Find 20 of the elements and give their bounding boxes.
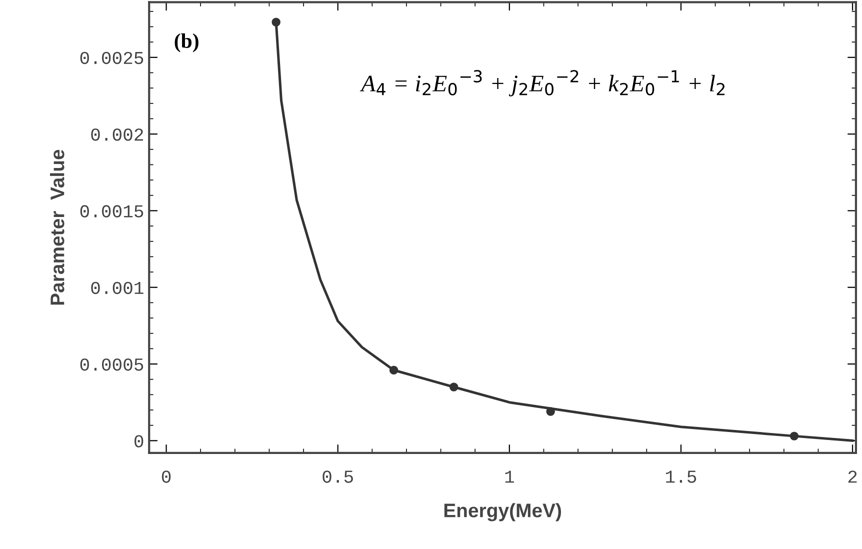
point bbox=[790, 432, 799, 440]
point bbox=[546, 407, 555, 416]
x-tick-label: 2 bbox=[848, 470, 857, 483]
x-tick-label: 0.5 bbox=[322, 470, 353, 483]
point bbox=[389, 366, 398, 375]
point bbox=[272, 18, 280, 26]
y-tick-label: 0.0005 bbox=[80, 358, 144, 371]
y-tick-label: 0.0025 bbox=[80, 52, 144, 64]
y-axis-title: Parameter Value bbox=[50, 150, 64, 305]
x-axis-title: Energy(MeV) bbox=[444, 503, 562, 522]
point bbox=[449, 382, 458, 392]
y-tick-label: 0.001 bbox=[91, 282, 144, 294]
y-tick-label: 0.002 bbox=[91, 128, 143, 141]
annotation: (b) bbox=[174, 33, 198, 52]
x-tick-label: 1 bbox=[505, 470, 514, 483]
x-tick-label: 1.5 bbox=[666, 470, 696, 483]
y-tick-label: 0 bbox=[134, 435, 144, 448]
x-tick-label: 0 bbox=[162, 470, 171, 483]
text: A$_{4}$ = i$_{2}$E$_{0}$$^{−3}$ + j$_{2}$E$_{0}$$^{−2}$ + k$_{2}$E$_{0}$$^{−1}$ + l$_{2}$ bbox=[360, 70, 724, 96]
y-tick-label: 0.0015 bbox=[80, 205, 144, 218]
